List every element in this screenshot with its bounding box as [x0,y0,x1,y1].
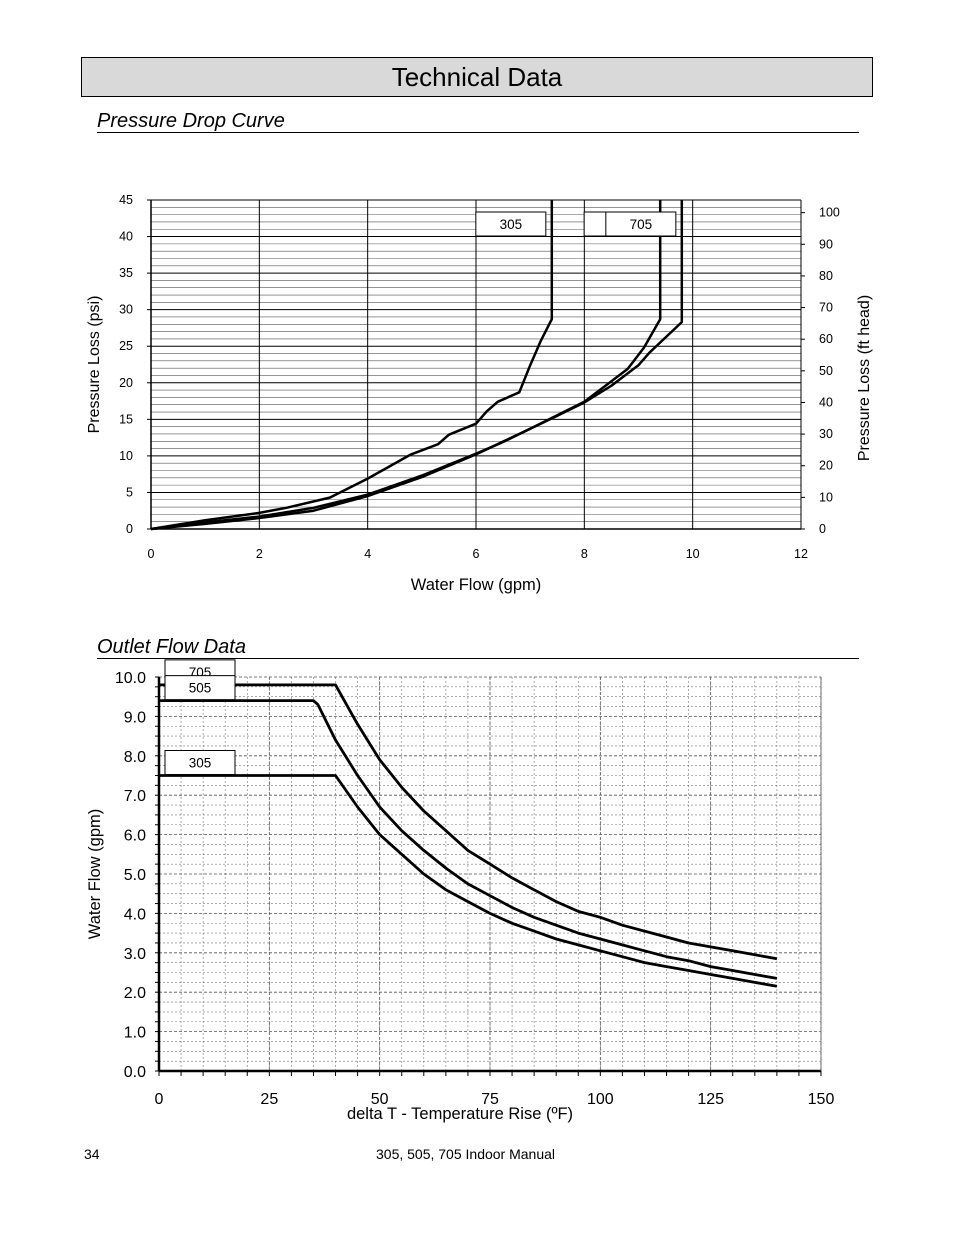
pressure-y-axis-title: Pressure Loss (psi) [86,296,103,434]
pressure-x-tick-label: 10 [686,547,700,561]
outlet-legend-box-505 [164,675,236,701]
outlet-x-tick-label: 50 [371,1091,389,1108]
pressure-section-rule [97,132,859,133]
outlet-series-505 [159,699,778,980]
outlet-series-705 [159,683,778,961]
pressure-y-tick-label: 45 [119,193,133,207]
pressure-y2-tick-label: 30 [819,427,833,441]
outlet-y-tick-label: 7.0 [124,788,146,805]
pressure-y-tick-label: 40 [119,230,133,244]
pressure-x-tick-label: 12 [794,547,808,561]
page-banner: Technical Data [81,57,873,97]
pressure-x-tick-label: 0 [148,547,155,561]
pressure-y-tick-label: 20 [119,376,133,390]
pressure-x-tick-label: 2 [256,547,263,561]
outlet-x-axis-title: delta T - Temperature Rise (ºF) [347,1105,573,1123]
pressure-y2-tick-label: 50 [819,364,833,378]
outlet-section-rule [97,658,859,659]
outlet-legend-box-305 [164,750,236,775]
outlet-x-tick-label: 25 [260,1091,278,1108]
pressure-section-title: Pressure Drop Curve [97,110,285,132]
manual-title: 305, 505, 705 Indoor Manual [376,1146,556,1162]
pressure-y2-tick-label: 70 [819,301,833,315]
pressure-series-505 [150,200,554,531]
pressure-y2-axis-title: Pressure Loss (ft head) [856,295,873,461]
pressure-y2-tick-label: 90 [819,237,833,251]
pressure-x-tick-label: 6 [473,547,480,561]
outlet-y-tick-label: 4.0 [124,906,146,923]
pressure-y2-tick-label: 20 [819,459,833,473]
outlet-x-tick-label: 75 [481,1091,499,1108]
outlet-x-tick-label: 100 [587,1091,614,1108]
pressure-legend-label-305: 305 [500,217,523,232]
pressure-x-tick-label: 8 [581,547,588,561]
outlet-y-tick-label: 1.0 [124,1025,146,1042]
pressure-legend-box-705 [605,211,677,237]
pressure-y2-tick-label: 60 [819,332,833,346]
outlet-y-tick-label: 8.0 [124,749,146,766]
pressure-y-tick-label: 0 [126,522,133,536]
outlet-y-tick-label: 2.0 [124,985,146,1002]
pressure-y-tick-label: 35 [119,266,133,280]
page-number: 34 [84,1146,100,1162]
outlet-x-tick-label: 150 [808,1091,835,1108]
outlet-x-tick-label: 0 [155,1091,164,1108]
pressure-y-tick-label: 15 [119,412,133,426]
outlet-legend-label-505: 505 [189,681,212,696]
pressure-legend-box-305 [475,211,547,237]
outlet-section-title: Outlet Flow Data [97,636,246,658]
outlet-y-tick-label: 3.0 [124,946,146,963]
pressure-y-tick-label: 5 [126,485,133,499]
pressure-legend-label-705: 705 [630,217,653,232]
pressure-y-tick-label: 10 [119,449,133,463]
outlet-y-tick-label: 10.0 [115,670,146,687]
outlet-y-tick-label: 0.0 [124,1064,146,1081]
outlet-y-axis-title: Water Flow (gpm) [86,809,104,940]
pressure-x-tick-label: 4 [364,547,371,561]
pressure-y2-tick-label: 40 [819,395,833,409]
outlet-y-tick-label: 9.0 [124,709,146,726]
pressure-y2-tick-label: 100 [819,206,840,220]
pressure-y-tick-label: 30 [119,303,133,317]
pressure-y2-tick-label: 0 [819,522,826,536]
outlet-y-tick-label: 6.0 [124,828,146,845]
pressure-y2-tick-label: 80 [819,269,833,283]
outlet-x-tick-label: 125 [697,1091,724,1108]
pressure-y-tick-label: 25 [119,339,133,353]
outlet-series-305 [159,774,778,988]
pressure-y2-tick-label: 10 [819,490,833,504]
outlet-y-tick-label: 5.0 [124,867,146,884]
outlet-legend-label-305: 305 [189,756,212,771]
pressure-series-705 [150,200,662,531]
page-title: Technical Data [391,61,563,92]
pressure-x-axis-title: Water Flow (gpm) [411,576,542,594]
